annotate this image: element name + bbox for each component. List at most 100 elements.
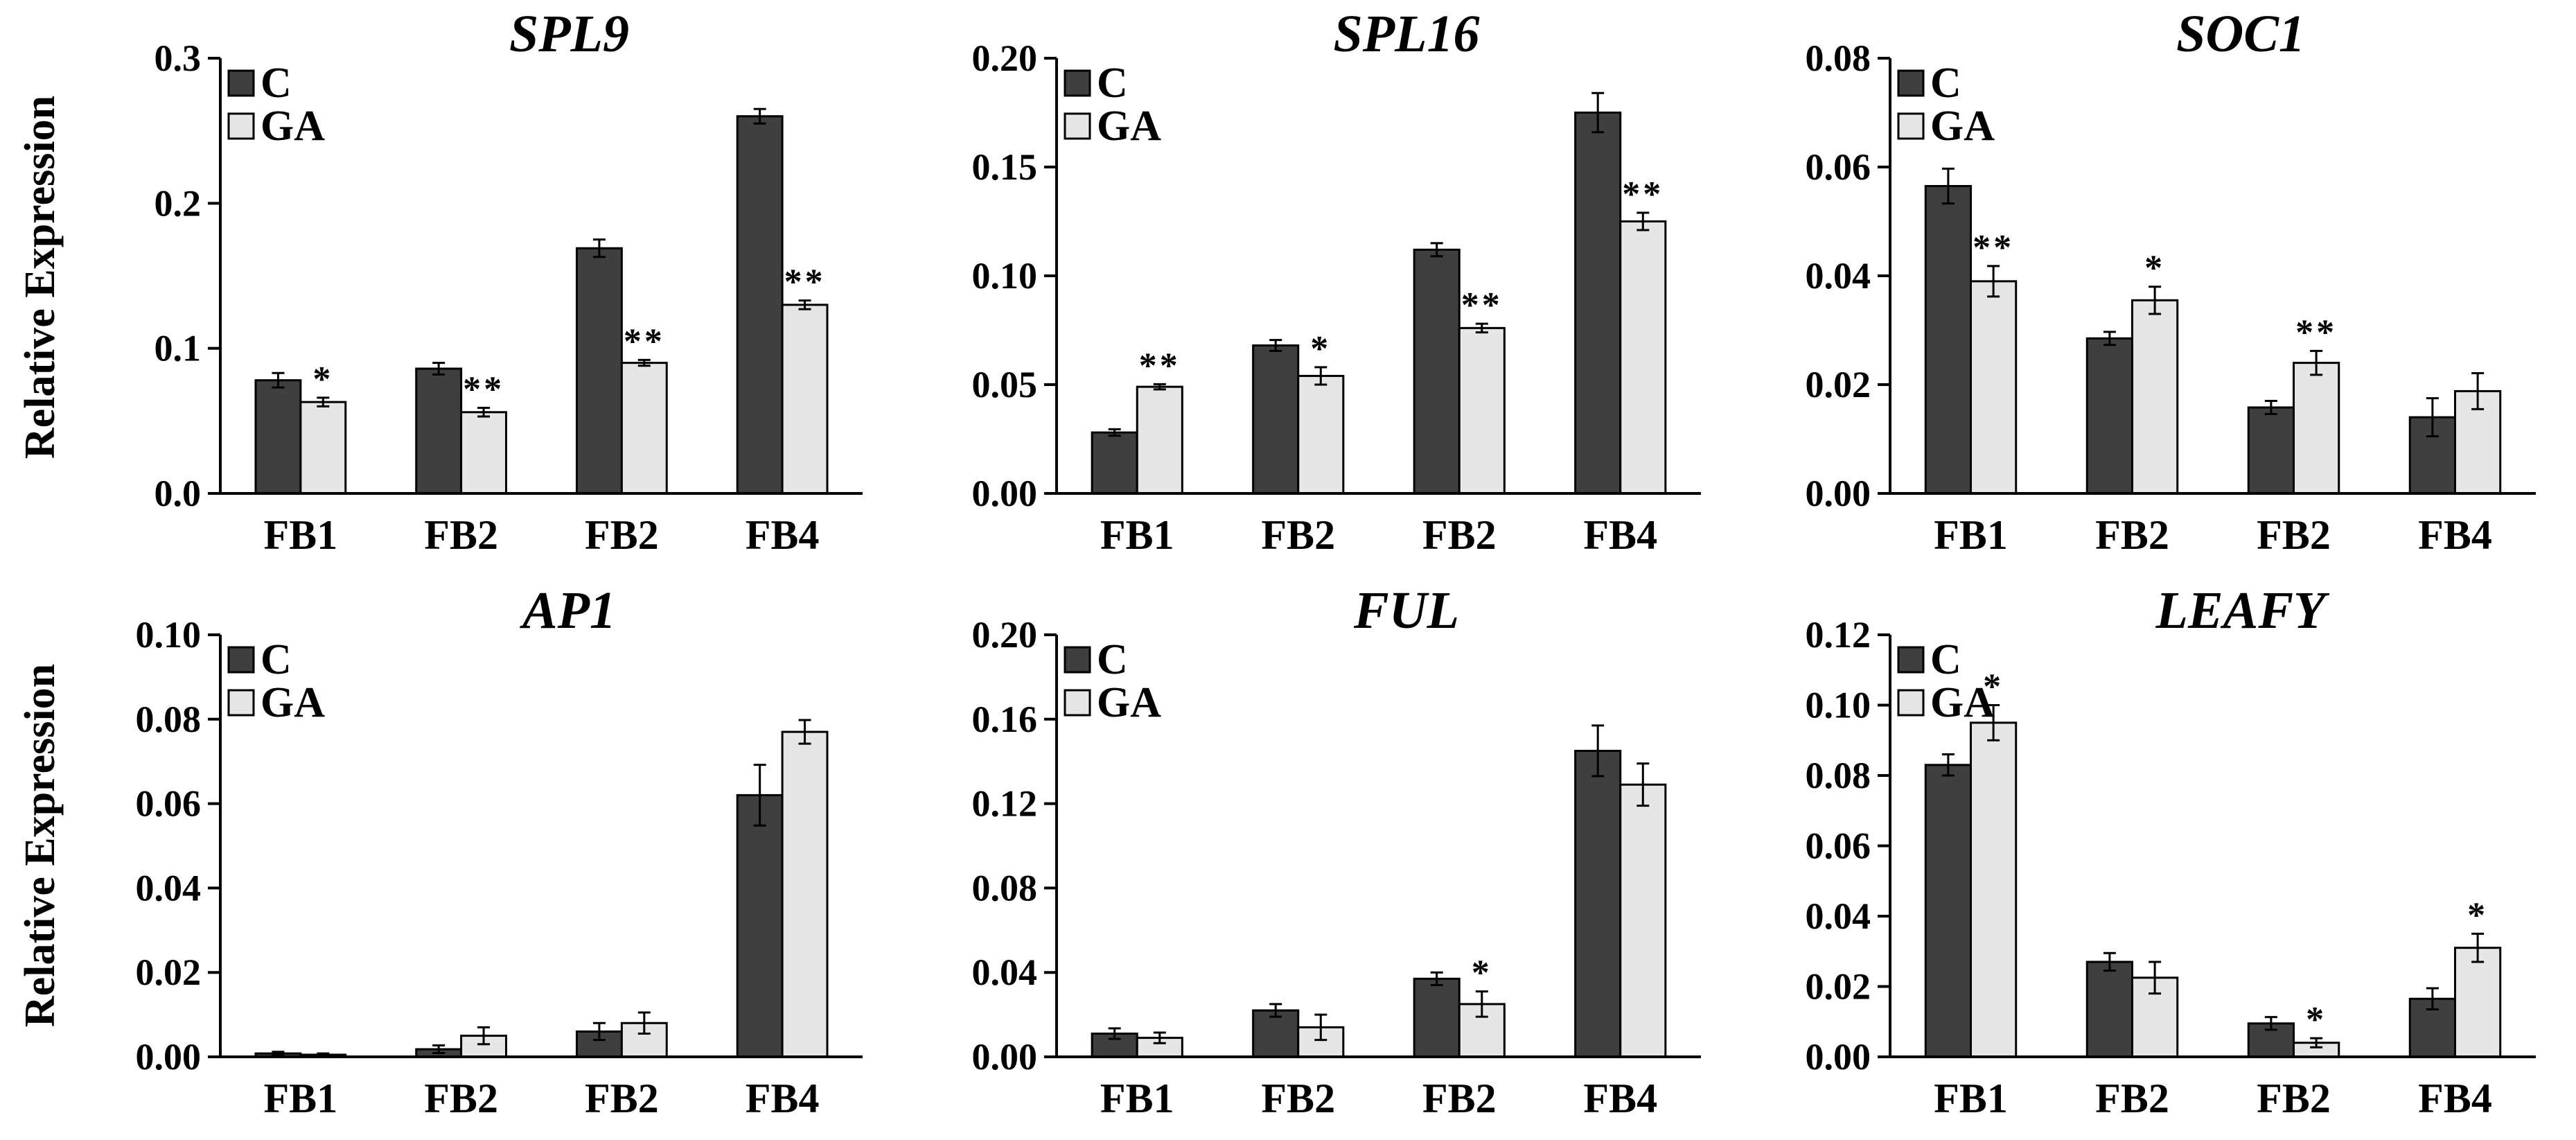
panel-3-ytick-label: 0.10 xyxy=(136,614,202,656)
panel-4-bar-GA-3 xyxy=(1619,783,1667,1058)
panel-1-category-label: FB1 xyxy=(1100,512,1174,558)
panel-2-legend-label-GA: GA xyxy=(1930,103,1995,150)
panel-5-bar-C-1 xyxy=(2085,961,2134,1058)
panel-0-ytick-label: 0.1 xyxy=(155,328,202,369)
panel-5-ytick-label: 0.04 xyxy=(1806,895,1871,937)
panel-2-bar-C-2 xyxy=(2247,406,2295,495)
panel-2-title: SOC1 xyxy=(2176,5,2305,63)
panel-2-category-label: FB4 xyxy=(2418,512,2492,558)
panel-5-legend-label-C: C xyxy=(1930,636,1961,683)
panel-1-significance-GA-1: * xyxy=(1310,329,1331,369)
panel-1-category-label: FB2 xyxy=(1422,512,1497,558)
panel-0-bar-C-2 xyxy=(575,247,623,495)
panel-4-ytick-label: 0.04 xyxy=(972,952,1038,993)
panel-0-significance-GA-3: ** xyxy=(784,263,826,302)
panel-0-significance-GA-1: ** xyxy=(463,369,504,409)
panel-5-title: LEAFY xyxy=(2155,581,2330,640)
panel-5-category-label: FB2 xyxy=(2257,1076,2331,1121)
panel-2-bar-GA-1 xyxy=(2131,299,2179,495)
panel-0-title: SPL9 xyxy=(509,5,629,63)
panel-5-category-label: FB1 xyxy=(1934,1076,2008,1121)
panel-0-legend-label-GA: GA xyxy=(261,103,325,150)
panel-5-bar-C-0 xyxy=(1924,764,1973,1058)
panel-4-category-label: FB1 xyxy=(1100,1076,1174,1121)
panel-0-bar-GA-2 xyxy=(620,362,668,495)
panel-0-ytick-label: 0.2 xyxy=(155,182,202,224)
panel-3-legend-swatch-C xyxy=(227,646,255,674)
panel-1-title: SPL16 xyxy=(1333,5,1479,63)
panel-4-bar-C-3 xyxy=(1574,749,1622,1058)
panel-1-legend-label-GA: GA xyxy=(1097,103,1161,150)
panel-4-category-label: FB2 xyxy=(1261,1076,1335,1121)
panel-4-ytick-label: 0.00 xyxy=(972,1036,1038,1078)
panel-1-bar-C-2 xyxy=(1413,248,1461,495)
panel-3-ytick-label: 0.02 xyxy=(136,952,202,993)
panel-1-ytick-label: 0.20 xyxy=(972,37,1038,79)
panel-1-category-label: FB4 xyxy=(1583,512,1657,558)
panel-5-ytick-label: 0.08 xyxy=(1806,755,1871,796)
panel-3-category-label: FB2 xyxy=(424,1076,498,1121)
panel-1-bar-C-3 xyxy=(1574,112,1622,495)
panel-0-bar-GA-1 xyxy=(460,411,508,495)
panel-5-legend-swatch-C xyxy=(1897,646,1925,674)
panel-4-bar-C-2 xyxy=(1413,977,1461,1058)
panel-1-significance-GA-0: ** xyxy=(1139,346,1181,385)
panel-3-title: AP1 xyxy=(520,581,616,640)
panel-4-legend-label-GA: GA xyxy=(1097,679,1161,726)
panel-5-legend-swatch-GA xyxy=(1897,689,1925,717)
panel-4-ytick-label: 0.08 xyxy=(972,867,1038,909)
y-axis-label: Relative Expression xyxy=(17,664,64,1027)
panel-2-bar-GA-2 xyxy=(2293,362,2340,495)
panel-4-ytick-label: 0.20 xyxy=(972,614,1038,656)
panel-4-significance-GA-2: * xyxy=(1472,954,1492,993)
panel-1-significance-GA-2: ** xyxy=(1461,286,1503,325)
panel-1-bar-C-1 xyxy=(1252,344,1300,495)
panel-1-legend-label-C: C xyxy=(1097,60,1128,107)
panel-1-ytick-label: 0.10 xyxy=(972,255,1038,297)
panel-3-bar-GA-3 xyxy=(781,730,829,1058)
panel-2-significance-GA-2: ** xyxy=(2295,313,2337,352)
panel-0-bar-GA-3 xyxy=(781,304,829,495)
panel-1-bar-C-0 xyxy=(1091,431,1138,495)
panel-1-ytick-label: 0.00 xyxy=(972,473,1038,514)
panel-2-significance-GA-1: * xyxy=(2144,249,2165,288)
panel-2-category-label: FB2 xyxy=(2095,512,2169,558)
panel-5-bar-GA-3 xyxy=(2454,947,2502,1058)
panel-2-bar-C-1 xyxy=(2085,337,2134,495)
panel-4-legend-swatch-C xyxy=(1064,646,1091,674)
panel-0-bar-GA-0 xyxy=(299,401,347,495)
panel-0-ytick-label: 0.3 xyxy=(155,37,202,79)
panel-2-ytick-label: 0.02 xyxy=(1806,364,1871,405)
panel-1-legend-swatch-GA xyxy=(1064,112,1091,140)
panel-5-significance-GA-0: * xyxy=(1983,667,2004,707)
panel-2-ytick-label: 0.06 xyxy=(1806,146,1871,188)
panel-0-category-label: FB2 xyxy=(424,512,498,558)
panel-0-bar-C-0 xyxy=(254,379,302,495)
panel-1-category-label: FB2 xyxy=(1261,512,1335,558)
panel-2-significance-GA-0: ** xyxy=(1973,228,2014,268)
panel-5-ytick-label: 0.10 xyxy=(1806,685,1871,726)
panel-5-category-label: FB4 xyxy=(2418,1076,2492,1121)
panel-5-category-label: FB2 xyxy=(2095,1076,2169,1121)
panel-0-bar-C-3 xyxy=(736,115,784,495)
panel-1-ytick-label: 0.05 xyxy=(972,364,1038,405)
panel-4-title: FUL xyxy=(1353,581,1459,640)
panel-1-bar-GA-1 xyxy=(1297,374,1345,495)
panel-0-legend-label-C: C xyxy=(261,60,292,107)
panel-4-ytick-label: 0.12 xyxy=(972,783,1038,825)
panel-0-legend-swatch-GA xyxy=(227,112,255,140)
panel-0-category-label: FB1 xyxy=(264,512,338,558)
panel-5-legend-label-GA: GA xyxy=(1930,679,1995,726)
panel-3-category-label: FB2 xyxy=(585,1076,659,1121)
panel-2-bar-C-0 xyxy=(1924,184,1973,495)
panel-5-significance-GA-3: * xyxy=(2467,895,2488,935)
panel-3-bar-C-3 xyxy=(736,793,784,1058)
panel-0-category-label: FB4 xyxy=(746,512,820,558)
panel-0-legend-swatch-C xyxy=(227,69,255,97)
panel-5-ytick-label: 0.12 xyxy=(1806,614,1871,656)
panel-4-category-label: FB2 xyxy=(1422,1076,1497,1121)
panel-3-ytick-label: 0.00 xyxy=(136,1036,202,1078)
panel-2-legend-swatch-C xyxy=(1897,69,1925,97)
y-axis-label: Relative Expression xyxy=(17,96,64,459)
